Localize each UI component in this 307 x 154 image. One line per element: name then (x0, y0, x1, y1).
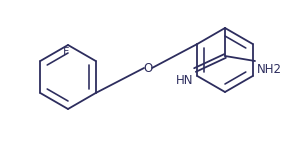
Text: O: O (143, 61, 153, 75)
Text: F: F (63, 47, 69, 57)
Text: HN: HN (176, 74, 193, 87)
Text: NH2: NH2 (257, 63, 282, 76)
